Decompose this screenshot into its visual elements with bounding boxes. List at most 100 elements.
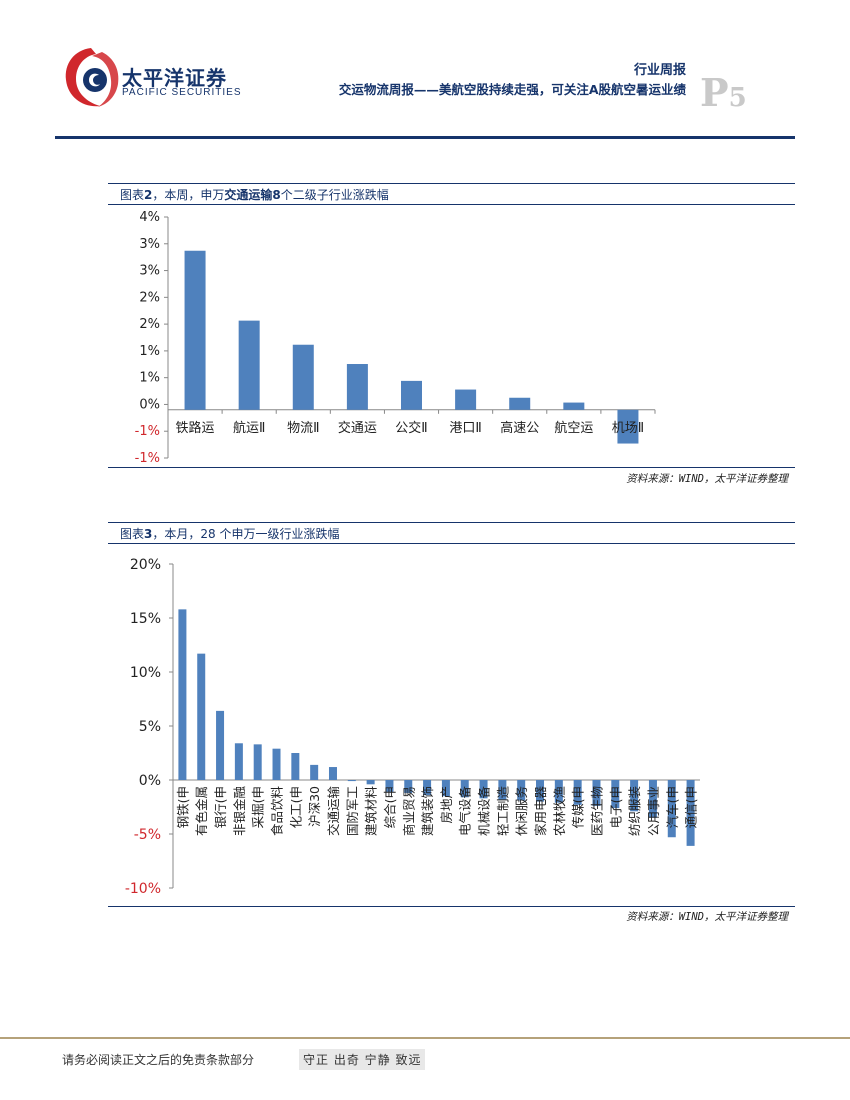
fig2-bar	[455, 389, 477, 410]
fig3-bar	[291, 753, 300, 780]
fig3-x-tick-label: 电气设备	[458, 786, 473, 837]
brand-name-cn: 太平洋证券	[122, 66, 227, 90]
fig3-y-tick-label: -10%	[125, 881, 161, 897]
figure3-chart: 20% 15% 10% 5% 0% -5% -10% 钢铁(申 有色金属 银行(申 非银金融 采掘(申…	[108, 546, 795, 910]
fig3-x-tick-label: 化工(申	[288, 786, 303, 828]
fig3-x-tick-label: 国防军工	[345, 786, 360, 836]
fig2-bar	[401, 380, 422, 410]
fig3-bar	[328, 767, 337, 780]
fig3-x-tick-label: 食品饮料	[270, 786, 285, 837]
fig3-bar	[573, 780, 582, 805]
fig3-bar	[404, 780, 413, 793]
fig3-bar	[441, 780, 450, 797]
fig3-x-tick-label: 钢铁(申	[175, 786, 190, 828]
fig3-y-tick-label: 5%	[139, 719, 161, 735]
figure3-caption-num: 3	[144, 527, 153, 541]
fig3-bar	[234, 743, 243, 780]
fig3-bar	[366, 780, 375, 785]
fig2-x-tick-label: 公交Ⅱ	[395, 420, 427, 436]
fig3-bar	[385, 780, 394, 792]
fig2-x-tick-label: 高速公	[500, 420, 539, 436]
figure2-source-rule	[108, 467, 795, 468]
fig2-bar	[617, 409, 639, 444]
fig3-x-tick-label: 休闲服务	[514, 786, 529, 836]
fig3-y-tick-label: -5%	[134, 827, 161, 843]
fig3-x-tick-label: 机械设备	[477, 786, 492, 837]
fig3-x-tick-label: 非银金融	[232, 786, 247, 837]
fig3-x-tick-label: 采掘(申	[251, 786, 266, 828]
fig2-y-tick-label: 4%	[139, 210, 160, 225]
fig3-y-tick-label: 10%	[130, 665, 161, 681]
fig2-y-tick-label: 0%	[139, 397, 160, 412]
header-divider	[55, 136, 795, 139]
fig2-x-tick-label: 铁路运	[176, 420, 215, 436]
fig3-x-tick-label: 轻工制造	[495, 786, 510, 837]
report-title: 交运物流周报——美航空股持续走强，可关注A股航空暑运业绩	[338, 82, 686, 97]
fig3-x-tick-label: 房地产	[439, 786, 454, 824]
fig2-y-tick-label: 3%	[139, 237, 160, 252]
fig3-y-tick-label: 20%	[130, 557, 161, 573]
fig3-x-tick-label: 建筑材料	[364, 786, 379, 837]
fig3-bar	[216, 710, 225, 780]
figure2-caption: 图表2，本周，申万交通运输8个二级子行业涨跌幅	[108, 183, 795, 205]
figure2-svg: 4% 3% 3% 2% 2% 1% 1% 0% -1% -1% 铁路运 航运Ⅱ 物流Ⅱ 交通运 公交Ⅱ 港口Ⅱ…	[135, 210, 656, 466]
fig3-x-tick-label: 公用事业	[646, 786, 661, 836]
fig3-x-tick-label: 纺织服装	[627, 786, 642, 836]
fig2-y-tick-label: -1%	[135, 424, 160, 439]
fig3-x-tick-label: 银行(申	[213, 786, 228, 828]
figure2-caption-b: 个二级子行业涨跌幅	[280, 188, 389, 202]
fig3-x-tick-label: 商业贸易	[401, 786, 416, 836]
figure3-source-rule	[108, 906, 795, 907]
fig3-bar	[611, 780, 620, 809]
figure3-caption-a: ，本月，28 个申万一级行业涨跌幅	[152, 527, 340, 541]
fig3-bar	[536, 780, 545, 802]
page-digit: 5	[728, 83, 747, 113]
fig2-bar	[238, 320, 260, 410]
fig3-x-tick-label: 沪深30	[307, 786, 322, 827]
fig3-x-tick-label: 有色金属	[194, 786, 209, 836]
fig3-x-tick-label: 农林牧渔	[552, 786, 567, 836]
fig3-x-tick-label: 交通运输	[326, 786, 341, 837]
footer-divider	[0, 1037, 850, 1039]
fig2-y-tick-label: 2%	[139, 290, 160, 305]
fig2-bar	[346, 364, 368, 410]
figure3-caption: 图表3，本月，28 个申万一级行业涨跌幅	[108, 522, 795, 544]
fig2-x-tick-label: 航运Ⅱ	[233, 420, 265, 436]
fig3-bar	[630, 780, 639, 812]
brand-name-en: PACIFIC SECURITIES	[122, 87, 242, 98]
fig3-x-tick-label: 家用电器	[533, 786, 548, 837]
fig3-bar	[479, 780, 488, 799]
fig3-x-tick-label: 建筑装饰	[420, 786, 435, 836]
fig3-bar	[253, 744, 262, 780]
fig3-bar	[686, 780, 695, 846]
figure2-caption-bold: 交通运输	[224, 188, 273, 202]
fig3-x-tick-label: 电子(申	[608, 786, 623, 828]
report-category: 行业周报	[633, 63, 686, 78]
fig3-y-tick-label: 0%	[139, 773, 161, 789]
fig3-x-tick-label: 汽车(申	[665, 786, 680, 828]
footer-disclaimer: 请务必阅读正文之后的免责条款部分	[62, 1053, 255, 1067]
pacific-securities-logo	[65, 48, 119, 107]
figure2-caption-prefix: 图表	[120, 188, 145, 202]
fig3-bar	[667, 780, 676, 838]
figure2-chart: 4% 3% 3% 2% 2% 1% 1% 0% -1% -1% 铁路运 航运Ⅱ 物流Ⅱ 交通运 公交Ⅱ 港口Ⅱ…	[108, 207, 795, 471]
fig3-x-tick-label: 通信(申	[684, 786, 699, 828]
fig2-y-tick-label: -1%	[135, 451, 160, 466]
fig3-bar	[272, 748, 281, 780]
fig2-x-tick-label: 交通运	[338, 420, 377, 436]
fig2-bar	[184, 250, 206, 410]
figure2-caption-a: ，本周，申万	[152, 188, 225, 202]
fig3-bar	[592, 780, 601, 806]
fig3-y-tick-label: 15%	[130, 611, 161, 627]
fig3-bar	[178, 609, 187, 780]
fig2-y-tick-label: 1%	[139, 371, 160, 386]
fig3-bar	[310, 764, 319, 780]
fig3-bar	[460, 780, 469, 798]
figure3-svg: 20% 15% 10% 5% 0% -5% -10% 钢铁(申 有色金属 银行(申 非银金融 采掘(申…	[125, 557, 700, 897]
page-number: P5	[700, 70, 747, 115]
fig3-bar	[517, 780, 526, 801]
fig3-x-tick-label: 医药生物	[589, 786, 604, 836]
fig2-x-tick-label: 港口Ⅱ	[449, 421, 481, 436]
figure3-source: 资料来源：WIND，太平洋证券整理	[626, 911, 788, 923]
fig3-x-tick-label: 传媒(申	[571, 786, 586, 828]
